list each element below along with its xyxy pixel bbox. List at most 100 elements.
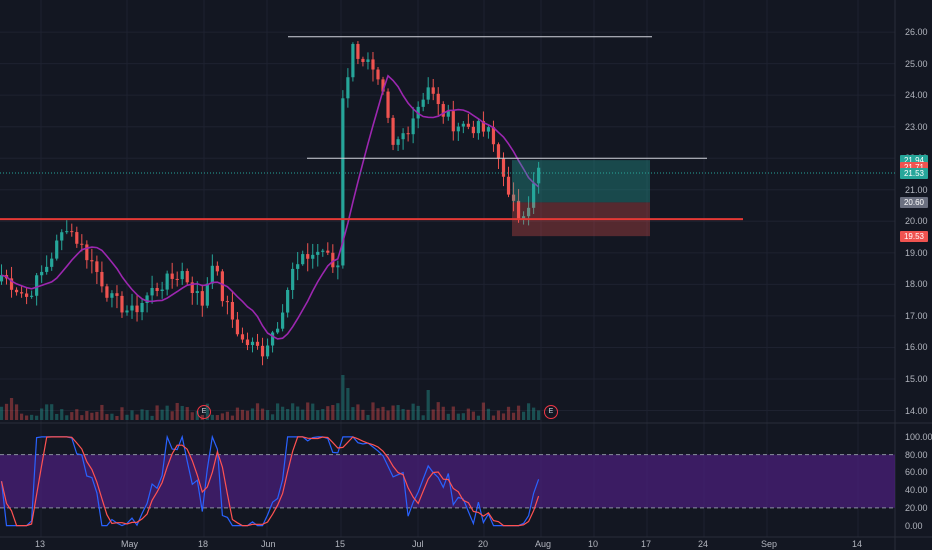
volume-bar (19, 413, 24, 420)
candle-body (481, 121, 486, 132)
volume-bar (225, 411, 229, 420)
candle-body (135, 305, 139, 313)
candle-body (105, 286, 109, 298)
candle-body (240, 334, 245, 340)
volume-bar (60, 409, 64, 420)
volume-bar (160, 409, 164, 420)
time-tick-label: May (121, 539, 139, 549)
volume-bar (180, 405, 184, 420)
candle-body (356, 44, 360, 59)
candle-body (336, 265, 340, 268)
volume-bar (386, 410, 390, 420)
candle-body (110, 293, 114, 298)
candle-body (511, 194, 516, 201)
candle-body (301, 254, 305, 265)
volume-bar (506, 406, 511, 420)
price-tick-label: 23.00 (905, 121, 928, 132)
volume-bar (25, 415, 29, 420)
time-tick-label: 10 (588, 539, 599, 549)
price-tick-label: 14.00 (905, 405, 928, 416)
candle-body (45, 266, 49, 272)
volume-bar (466, 408, 470, 420)
candle-body (145, 295, 149, 304)
position-target-zone (512, 160, 650, 203)
candle-body (95, 261, 99, 272)
volume-bar (135, 414, 139, 420)
candle-body (85, 244, 89, 261)
volume-bar (4, 403, 9, 420)
price-tick-label: 24.00 (905, 90, 928, 101)
volume-bar (50, 404, 54, 420)
volume-bar (521, 411, 526, 420)
candle-body (120, 295, 124, 313)
candle-body (100, 271, 104, 287)
candle-body (506, 176, 511, 195)
volume-bar (361, 409, 365, 420)
price-tag: 21.94 (900, 154, 928, 166)
candle-body (431, 87, 435, 94)
candle-body (245, 339, 250, 346)
time-tick-label: Aug (535, 539, 552, 549)
candle-body (260, 345, 265, 357)
candle-body (200, 291, 204, 306)
volume-bar (286, 409, 290, 420)
candle-body (436, 93, 440, 105)
candle-body (9, 278, 14, 290)
price-tag: 19.53 (900, 230, 928, 242)
volume-bar (105, 414, 109, 420)
candle-body (501, 158, 506, 177)
candle-body (115, 293, 119, 296)
candle-body (456, 126, 460, 132)
candle-body (466, 123, 470, 127)
volume-bar (311, 403, 315, 420)
candle-body (516, 200, 521, 219)
volume-bar (456, 413, 460, 420)
candle-body (461, 123, 465, 127)
candle-body (65, 231, 69, 233)
volume-bar (110, 413, 114, 420)
volume-bar (436, 402, 440, 420)
candle-body (521, 216, 526, 219)
candle-body (210, 265, 214, 284)
volume-bar (336, 403, 340, 420)
candle-body (19, 292, 24, 294)
candle-body (426, 87, 430, 100)
volume-bar (446, 413, 450, 420)
volume-bar (130, 410, 134, 420)
price-tick-label: 17.00 (905, 310, 928, 321)
candle-body (406, 133, 410, 135)
volume-bar (270, 414, 275, 420)
candle-body (401, 133, 405, 140)
volume-bar (276, 403, 280, 420)
volume-bar (170, 411, 174, 420)
volume-bar (115, 415, 119, 420)
volume-bar (185, 407, 189, 420)
candle-body (351, 44, 355, 78)
candle-body (491, 127, 496, 145)
stoch-k-line (0, 434, 540, 527)
candle-body (175, 278, 179, 280)
volume-bar (501, 413, 506, 420)
candle-body (125, 310, 129, 313)
time-tick-label: 18 (198, 539, 209, 549)
volume-bar (441, 406, 445, 420)
candle-body (60, 232, 64, 241)
volume-bar (75, 409, 79, 420)
volume-bar (150, 415, 154, 420)
candle-body (265, 345, 270, 357)
volume-bar (451, 406, 455, 420)
volume-bar (65, 415, 69, 420)
volume-bar (125, 414, 129, 420)
earnings-badge-icon: E (544, 405, 558, 419)
candle-body (14, 289, 19, 293)
volume-bar (341, 375, 345, 420)
time-tick-label: 15 (335, 539, 346, 549)
candle-body (255, 341, 260, 346)
volume-bar (100, 404, 104, 420)
volume-bar (240, 409, 245, 420)
volume-bar (80, 415, 84, 420)
candle-body (25, 293, 29, 297)
candle-body (311, 254, 315, 259)
